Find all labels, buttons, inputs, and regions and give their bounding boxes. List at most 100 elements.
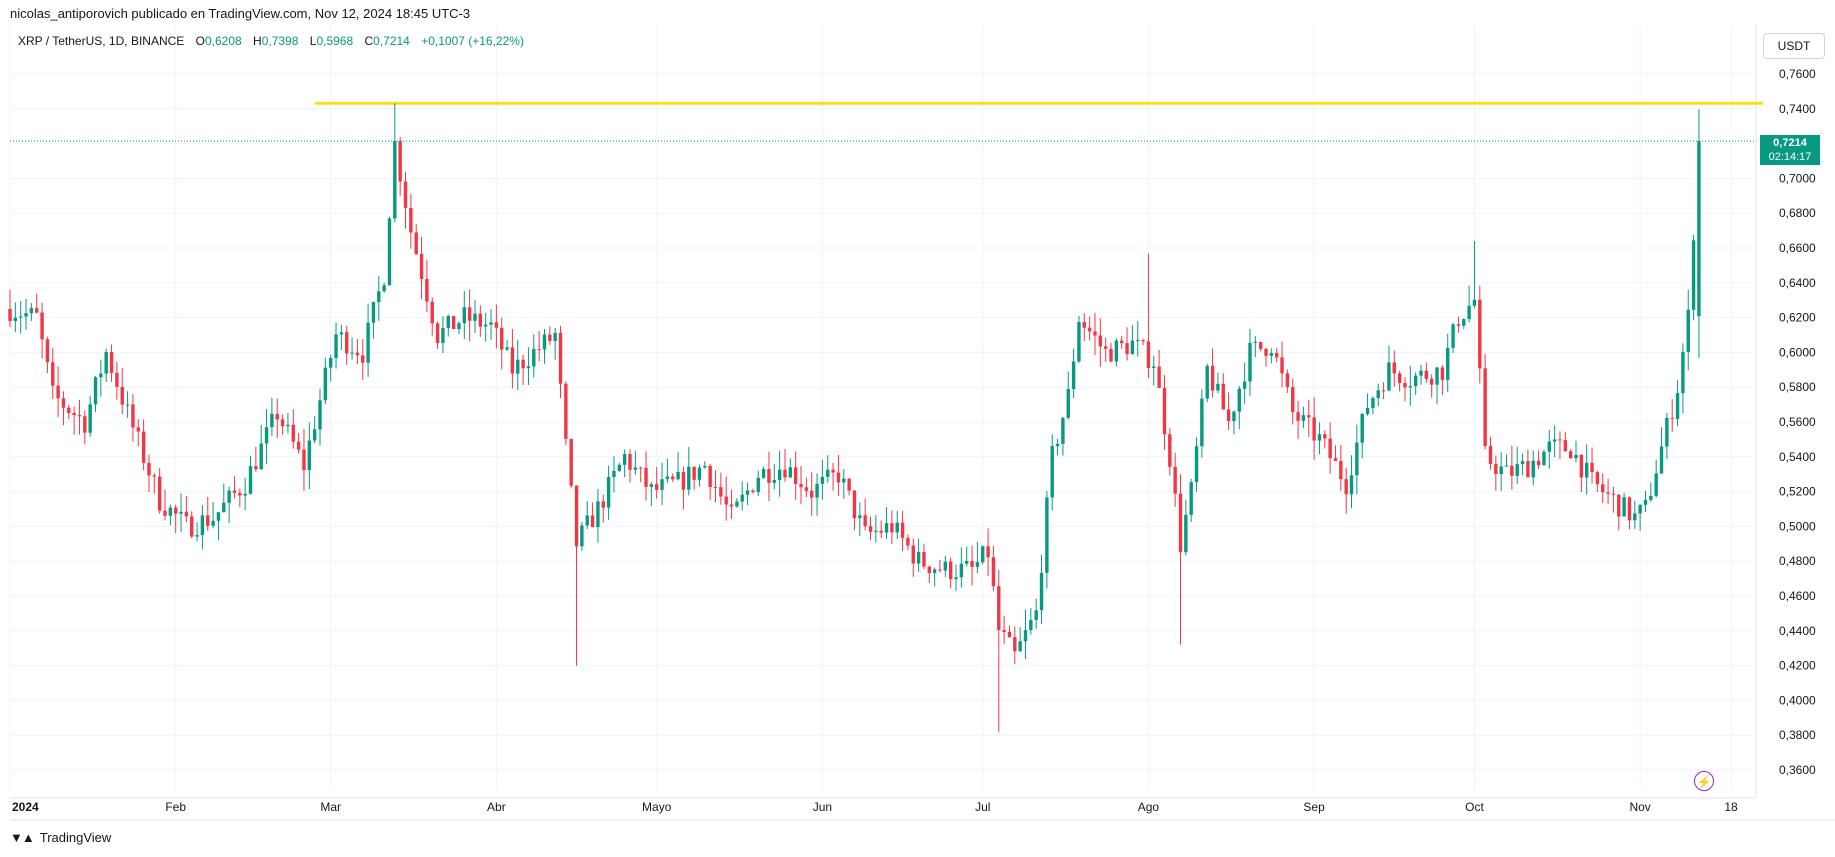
- price-tick-label: 0,5200: [1779, 485, 1816, 499]
- candle-body: [430, 301, 434, 324]
- candle-body: [1018, 641, 1022, 652]
- candle-body: [1130, 340, 1135, 355]
- candle-body: [521, 359, 525, 369]
- candle-body: [1034, 610, 1038, 620]
- last-price-tag: 0,7214 02:14:17: [1760, 135, 1820, 165]
- bar-countdown: 02:14:17: [1768, 151, 1812, 163]
- candle-body: [1686, 309, 1690, 352]
- candle-body: [1365, 407, 1370, 415]
- price-tick-label: 0,5400: [1779, 450, 1816, 464]
- candle-body: [612, 470, 616, 478]
- candle-body: [724, 496, 728, 505]
- candle-body: [943, 561, 948, 571]
- candle-body: [1558, 439, 1562, 441]
- candle-body: [548, 334, 552, 341]
- candle-body: [1697, 141, 1701, 317]
- candle-body: [1494, 463, 1498, 475]
- candle-body: [280, 419, 285, 427]
- price-tick-label: 0,7400: [1779, 102, 1816, 116]
- candle-body: [1547, 441, 1551, 452]
- candle-body: [948, 561, 953, 580]
- candle-body: [692, 466, 696, 480]
- candle-body: [911, 545, 915, 564]
- candle-body: [1312, 417, 1316, 441]
- candle-body: [676, 471, 680, 480]
- candle-body: [970, 560, 974, 567]
- candle-body: [1670, 417, 1674, 419]
- candle-body: [1120, 340, 1124, 344]
- candle-body: [719, 487, 723, 497]
- candle-body: [8, 308, 12, 322]
- currency-button[interactable]: USDT: [1763, 33, 1825, 59]
- candle-body: [954, 577, 958, 580]
- candle-body: [1376, 390, 1380, 399]
- candle-body: [638, 467, 643, 469]
- candle-body: [24, 313, 28, 317]
- candle-body: [1462, 319, 1466, 326]
- candle-body: [1162, 387, 1167, 435]
- candle-body: [1093, 331, 1097, 336]
- candle-body: [1601, 484, 1605, 493]
- candle-body: [1141, 340, 1145, 342]
- candle-body: [959, 563, 964, 578]
- candle-body: [51, 362, 55, 386]
- candle-body: [457, 323, 461, 330]
- candle-body: [1429, 378, 1434, 385]
- candle-body: [1467, 305, 1471, 320]
- candle-body: [895, 522, 899, 533]
- candle-body: [1440, 367, 1445, 380]
- low-value: 0,5968: [316, 34, 354, 48]
- candle-body: [1595, 472, 1600, 485]
- candle-body: [1643, 499, 1648, 505]
- candle-body: [206, 515, 210, 526]
- candle-body: [61, 398, 66, 408]
- candle-body: [409, 207, 413, 233]
- candle-body: [179, 511, 183, 514]
- candle-body: [131, 404, 135, 428]
- candle-body: [729, 504, 734, 507]
- candle-body: [617, 464, 621, 471]
- time-tick-label: Mar: [320, 800, 341, 814]
- time-tick-label: Oct: [1465, 800, 1484, 814]
- candle-body: [136, 427, 140, 432]
- candle-body: [109, 352, 114, 373]
- candle-body: [633, 467, 638, 470]
- candle-body: [1184, 514, 1188, 553]
- candle-body: [446, 316, 450, 328]
- footer-brand[interactable]: ▼▲ TradingView: [10, 830, 111, 845]
- candle-body: [1606, 492, 1610, 494]
- time-tick-label: Abr: [487, 800, 506, 814]
- lightning-icon[interactable]: ⚡: [1694, 771, 1714, 791]
- time-tick-label: Jul: [975, 800, 990, 814]
- candle-body: [302, 449, 306, 471]
- price-tick-label: 0,5600: [1779, 415, 1816, 429]
- candle-body: [1136, 340, 1140, 342]
- candle-body: [120, 386, 124, 405]
- candle-body: [1510, 465, 1514, 476]
- candle-body: [99, 373, 103, 378]
- candle-body: [649, 484, 654, 487]
- price-tick-label: 0,6600: [1779, 241, 1816, 255]
- candle-body: [687, 466, 691, 490]
- candle-body: [810, 490, 814, 498]
- candle-body: [1194, 446, 1199, 483]
- candle-body: [1216, 383, 1220, 391]
- candle-body: [526, 366, 531, 369]
- price-tick-label: 0,7600: [1779, 67, 1816, 81]
- candle-body: [270, 413, 274, 428]
- candle-body: [29, 308, 34, 314]
- candle-body: [1221, 383, 1225, 410]
- high-value: 0,7398: [261, 34, 299, 48]
- candle-body: [1082, 322, 1086, 328]
- candle-body: [1574, 454, 1578, 459]
- candle-body: [858, 515, 862, 519]
- candle-body: [938, 569, 942, 571]
- candle-body: [1526, 461, 1530, 478]
- candle-body: [441, 327, 445, 344]
- symbol-label[interactable]: XRP / TetherUS, 1D, BINANCE: [18, 34, 185, 48]
- candle-body: [1055, 443, 1060, 447]
- candle-body: [863, 515, 867, 527]
- candle-body: [558, 332, 563, 384]
- candle-body: [777, 469, 782, 481]
